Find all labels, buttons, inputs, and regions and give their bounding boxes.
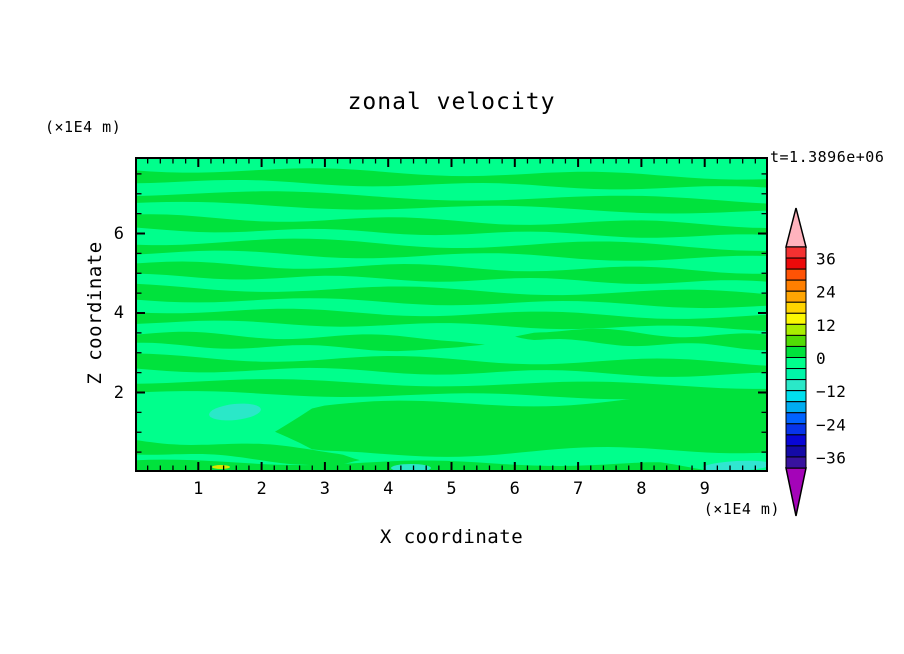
time-annotation: t=1.3896e+06 xyxy=(770,148,885,166)
colorbar-label: 24 xyxy=(816,283,836,302)
x-tick-label: 9 xyxy=(699,479,710,499)
colorbar-label: 0 xyxy=(816,349,826,368)
colorbar-label: 36 xyxy=(816,250,836,269)
x-tick-label: 2 xyxy=(256,479,267,499)
x-tick-label: 4 xyxy=(383,479,394,499)
z-axis-title: Z coordinate xyxy=(84,241,106,385)
z-tick-label: 2 xyxy=(113,382,124,403)
contour-plot xyxy=(135,157,768,472)
x-tick-label: 3 xyxy=(319,479,331,499)
z-tick-label: 6 xyxy=(113,223,124,244)
colorbar-label: 12 xyxy=(816,316,836,335)
x-tick-label: 1 xyxy=(193,479,204,499)
x-axis-title: X coordinate xyxy=(379,526,524,548)
colorbar-legend: 36 24 12 0 −12 −24 −36 xyxy=(785,207,846,517)
x-tick-label: 5 xyxy=(446,479,457,499)
z-axis-unit-label: (×1E4 m) xyxy=(45,118,122,136)
colorbar-label: −36 xyxy=(816,448,846,467)
x-tick-label: 7 xyxy=(572,479,584,499)
z-tick-label: 4 xyxy=(113,303,124,323)
page-title: zonal velocity xyxy=(347,89,556,115)
x-tick-label: 6 xyxy=(509,479,520,499)
x-tick-label: 8 xyxy=(636,479,647,499)
x-axis-unit-label: (×1E4 m) xyxy=(703,500,780,518)
colorbar-label: −24 xyxy=(816,415,846,434)
colorbar-label: −12 xyxy=(816,382,846,401)
